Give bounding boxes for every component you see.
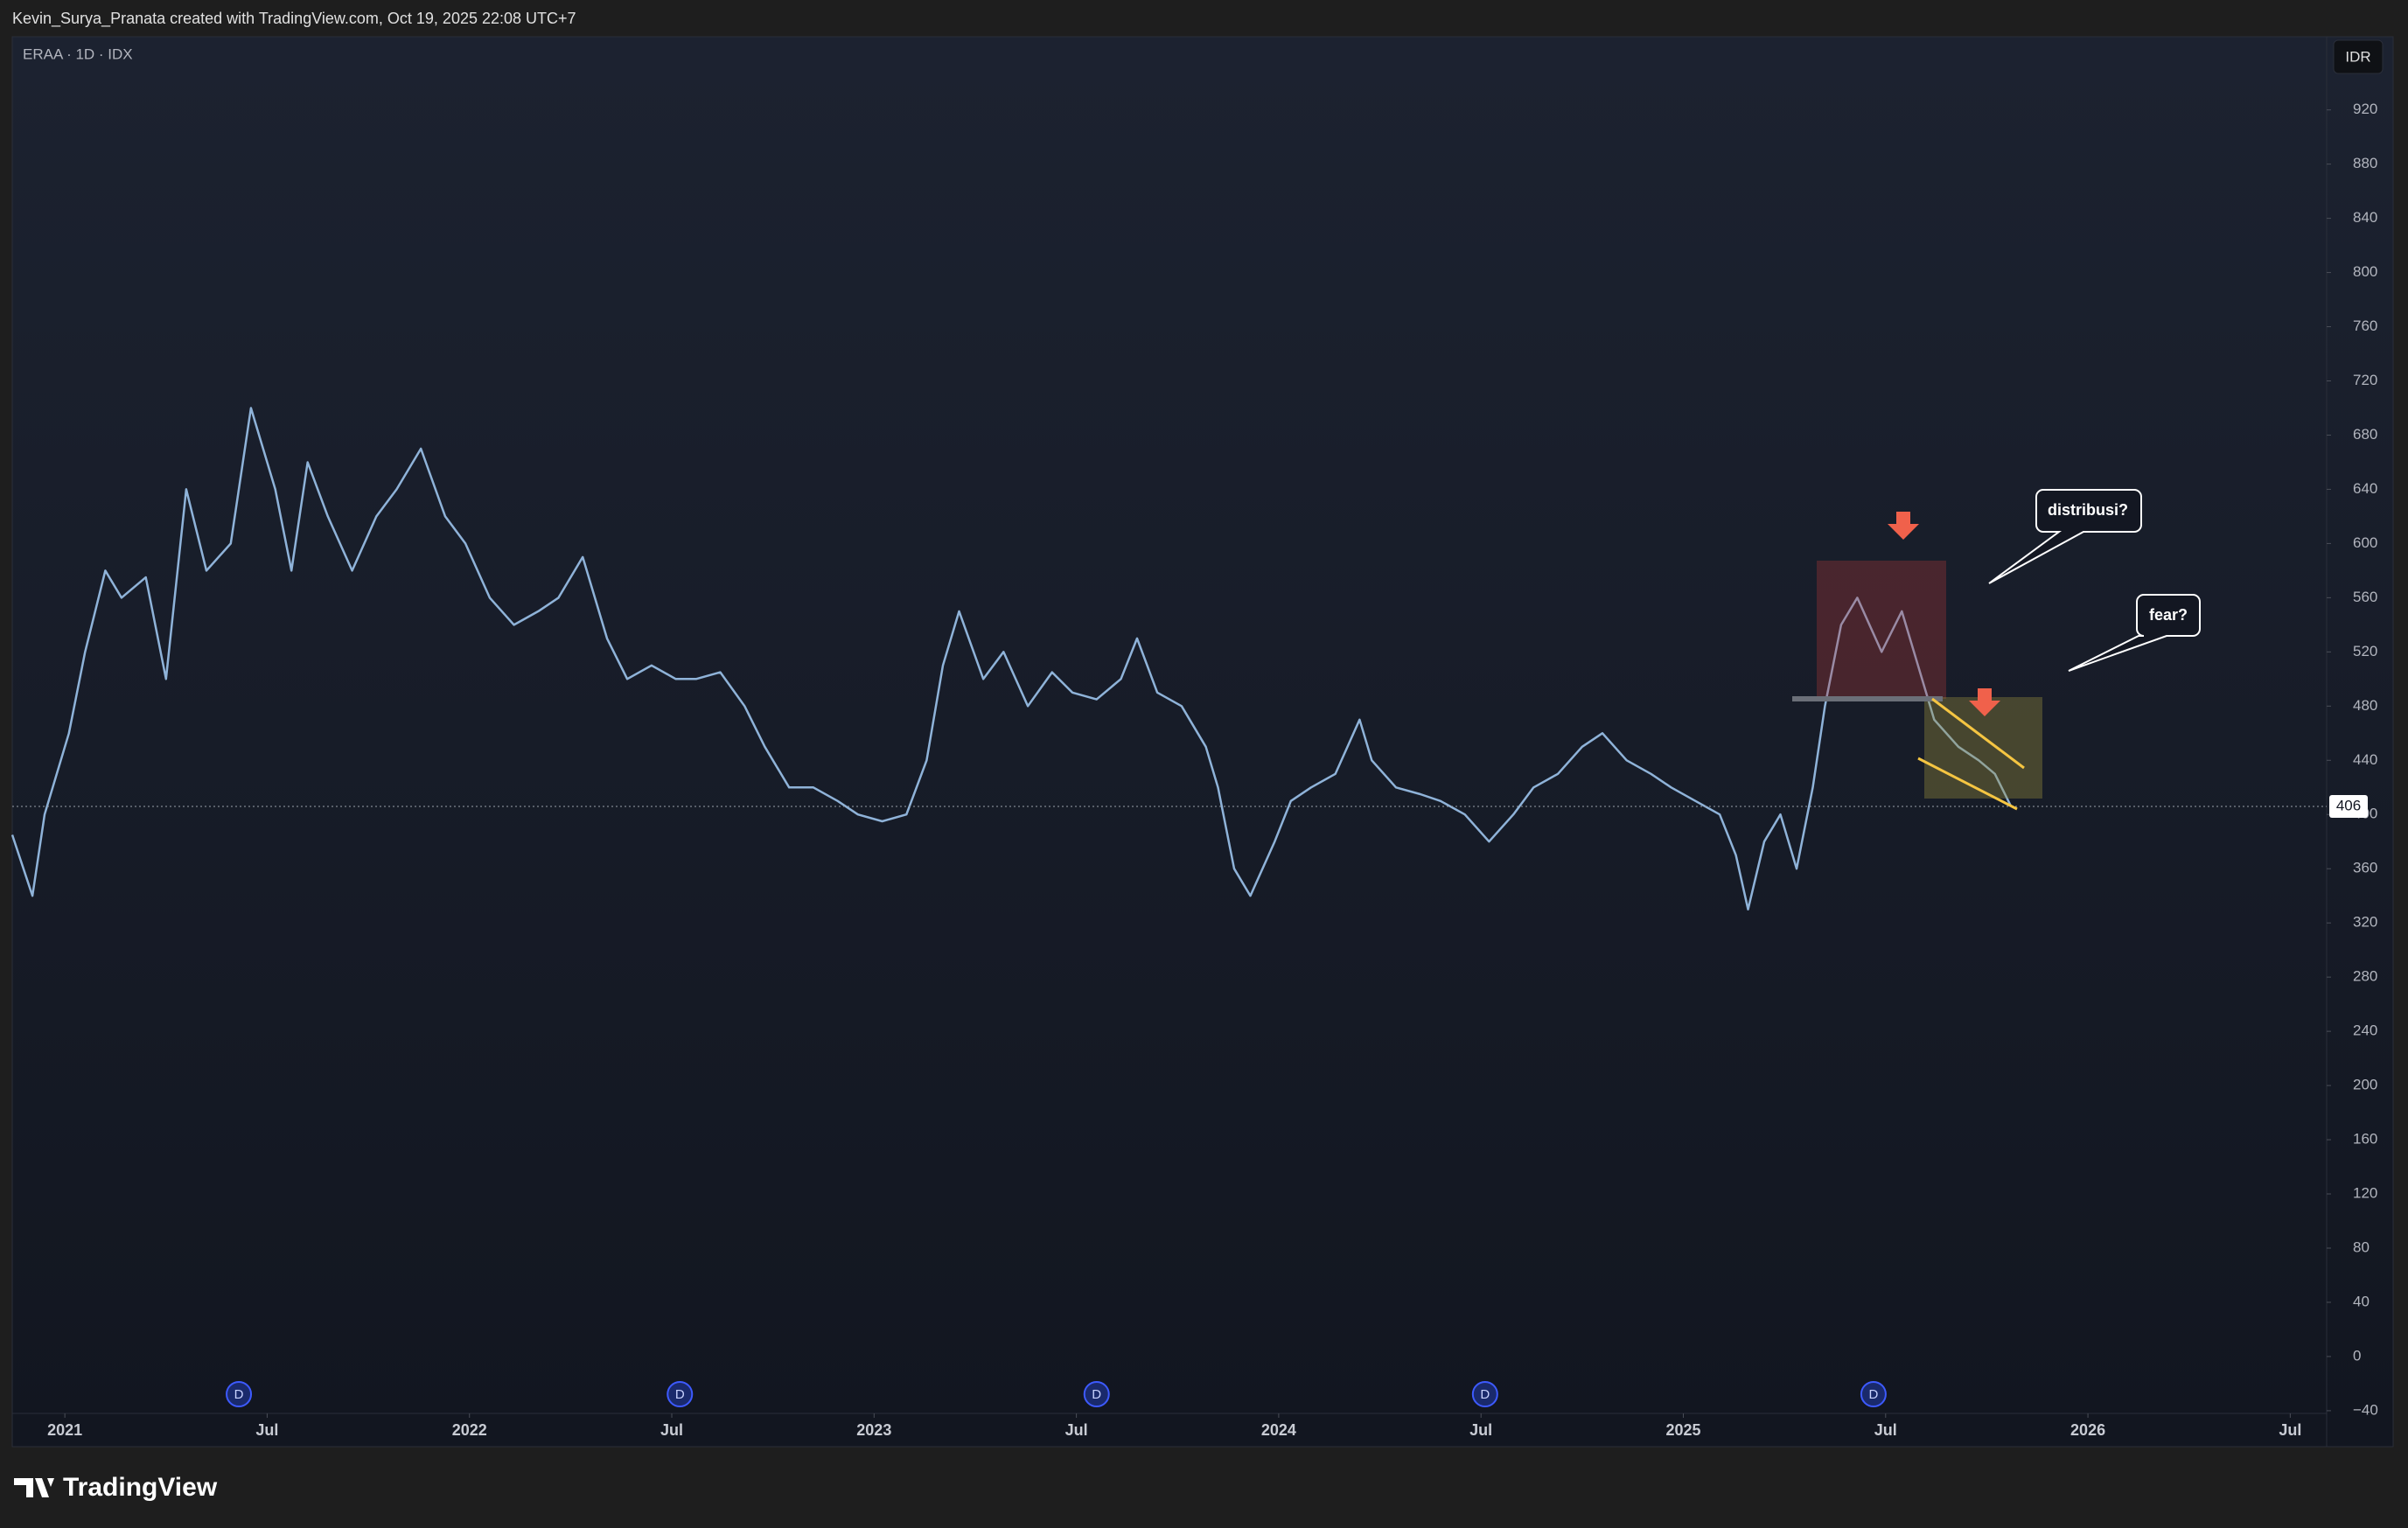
callout	[2068, 594, 2201, 672]
y-tick-label: 480	[2353, 697, 2377, 714]
y-tick-label: 920	[2353, 101, 2377, 117]
brand: TradingView	[63, 1473, 218, 1502]
y-tick-label: 120	[2353, 1185, 2377, 1202]
y-tick-label: 160	[2353, 1131, 2377, 1148]
y-tick-label: 800	[2353, 263, 2377, 280]
callout	[1988, 489, 2142, 584]
arrow-down	[1969, 688, 2000, 716]
x-tick-label: Jul	[1874, 1421, 1897, 1439]
event-label: D	[1868, 1387, 1878, 1402]
event-label: D	[1092, 1387, 1101, 1402]
channel-upper	[1931, 697, 2025, 770]
event-marker	[1083, 1381, 1110, 1407]
y-tick-label: 240	[2353, 1022, 2377, 1039]
y-tick-label: 640	[2353, 480, 2377, 497]
footer: TradingView	[14, 1473, 218, 1502]
y-tick-label: 880	[2353, 155, 2377, 171]
y-tick-label: 600	[2353, 534, 2377, 551]
y-tick-label: 360	[2353, 860, 2377, 876]
y-tick-label: 320	[2353, 914, 2377, 931]
x-tick-label: 2025	[1665, 1421, 1700, 1439]
y-tick-label: 520	[2353, 643, 2377, 659]
last-price-box	[2329, 794, 2368, 818]
y-tick-label: 560	[2353, 589, 2377, 605]
event-label: D	[234, 1387, 244, 1402]
x-tick-label: 2022	[452, 1421, 487, 1439]
y-tick-label: 40	[2353, 1293, 2370, 1309]
logo-icon	[14, 1478, 54, 1497]
x-tick-label: 2023	[856, 1421, 891, 1439]
event-marker	[1860, 1381, 1887, 1407]
last-price-label: 406	[2336, 797, 2361, 813]
event-label: D	[675, 1387, 685, 1402]
currency-button[interactable]	[2333, 39, 2384, 74]
event-marker	[667, 1381, 694, 1407]
x-tick-label: 2021	[47, 1421, 82, 1439]
x-tick-label: 2026	[2070, 1421, 2105, 1439]
x-tick-label: Jul	[1469, 1421, 1492, 1439]
y-tick-label: 80	[2353, 1238, 2370, 1255]
x-tick-label: Jul	[660, 1421, 683, 1439]
event-marker	[1471, 1381, 1498, 1407]
y-tick-label: −40	[2353, 1401, 2378, 1418]
callout-text: fear?	[2149, 606, 2188, 624]
callout-text: distribusi?	[2048, 501, 2128, 519]
y-tick-label: 720	[2353, 372, 2377, 388]
y-tick-label: 280	[2353, 968, 2377, 985]
currency-label[interactable]: IDR	[2345, 48, 2370, 65]
symbol-legend: ERAA · 1D · IDX	[23, 45, 133, 62]
y-tick-label: 760	[2353, 317, 2377, 334]
x-tick-label: Jul	[2279, 1421, 2301, 1439]
x-tick-label: Jul	[255, 1421, 278, 1439]
channel-lower	[1917, 757, 2018, 811]
attribution: Kevin_Surya_Pranata created with Trading…	[12, 10, 576, 28]
y-tick-label: 680	[2353, 426, 2377, 443]
y-tick-label: 200	[2353, 1077, 2377, 1093]
event-label: D	[1480, 1387, 1490, 1402]
x-tick-label: 2024	[1261, 1421, 1296, 1439]
price-line	[10, 407, 2013, 911]
y-tick-label: 0	[2353, 1347, 2361, 1364]
distribution-zone	[1817, 561, 1946, 699]
drawings: distribusi? fear?	[1792, 489, 2201, 811]
event-marker	[226, 1381, 253, 1407]
arrow-down	[1888, 512, 1919, 540]
y-tick-label: 440	[2353, 751, 2377, 768]
y-tick-label: 840	[2353, 209, 2377, 226]
x-tick-label: Jul	[1065, 1421, 1088, 1439]
